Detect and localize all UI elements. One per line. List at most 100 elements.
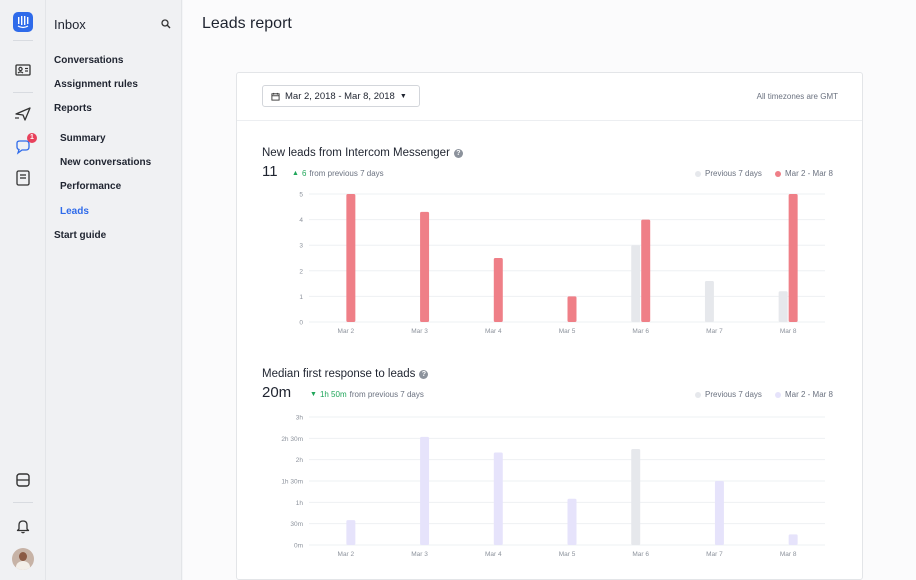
bar-current	[567, 296, 577, 322]
messages-icon[interactable]: 1	[13, 133, 37, 157]
x-tick-label: Mar 3	[411, 328, 428, 335]
y-tick-label: 2h	[296, 457, 304, 464]
bar-previous	[631, 449, 641, 545]
report-card-header: Mar 2, 2018 - Mar 8, 2018 ▼ All timezone…	[237, 73, 862, 121]
bar-current	[567, 498, 577, 545]
response-delta: ▼ 1h 50m from previous 7 days	[310, 390, 424, 399]
sidebar-title: Inbox	[54, 17, 86, 32]
bar-previous	[778, 291, 788, 322]
x-tick-label: Mar 3	[411, 551, 428, 558]
y-tick-label: 1h 30m	[281, 479, 303, 486]
x-tick-label: Mar 6	[632, 328, 649, 335]
y-tick-label: 1	[299, 294, 303, 301]
calendar-icon	[271, 92, 280, 101]
rail-divider	[13, 40, 33, 41]
response-chart-title: Median first response to leads ?	[262, 368, 429, 380]
bar-current	[346, 520, 356, 545]
x-tick-label: Mar 6	[632, 551, 649, 558]
apps-icon[interactable]	[13, 470, 33, 490]
x-tick-label: Mar 5	[559, 328, 576, 335]
x-tick-label: Mar 7	[706, 328, 723, 335]
legend-dot-previous	[695, 170, 701, 177]
bar-current	[493, 258, 503, 322]
page-title: Leads report	[202, 15, 292, 32]
bar-current	[420, 211, 430, 322]
leads-chart-title-text: New leads from Intercom Messenger	[262, 147, 450, 159]
legend-previous: Previous 7 days	[695, 169, 762, 178]
bar-previous	[631, 245, 641, 322]
main-content: Leads report Mar 2, 2018 - Mar 8, 2018 ▼…	[183, 0, 916, 580]
x-tick-label: Mar 2	[338, 551, 355, 558]
x-tick-label: Mar 8	[780, 328, 797, 335]
y-tick-label: 3h	[296, 415, 304, 422]
leads-chart-title: New leads from Intercom Messenger ?	[262, 147, 463, 159]
timezone-note: All timezones are GMT	[756, 92, 838, 101]
sidebar-item-start-guide[interactable]: Start guide	[54, 230, 107, 241]
x-tick-label: Mar 4	[485, 328, 502, 335]
y-tick-label: 0m	[294, 543, 303, 550]
chevron-down-icon: ▼	[399, 92, 407, 100]
y-tick-label: 2	[299, 268, 303, 275]
help-icon[interactable]: ?	[419, 369, 429, 379]
messages-badge: 1	[27, 133, 37, 143]
sidebar-item-performance[interactable]: Performance	[60, 181, 122, 192]
sidebar-item-summary[interactable]: Summary	[60, 133, 106, 144]
bar-current	[714, 481, 724, 545]
bar-current	[493, 452, 503, 545]
leads-delta-text: from previous 7 days	[309, 169, 384, 178]
icon-rail: 1	[0, 0, 46, 580]
legend-previous-label: Previous 7 days	[705, 390, 762, 399]
inbox-sidebar: Inbox Conversations Assignment rules Rep…	[46, 0, 182, 580]
y-tick-label: 1h	[296, 500, 304, 507]
arrow-up-icon: ▲	[292, 170, 299, 177]
x-tick-label: Mar 2	[338, 328, 355, 335]
arrow-down-icon: ▼	[310, 391, 317, 398]
leads-delta-value: 6	[301, 169, 307, 178]
sidebar-item-leads[interactable]: Leads	[60, 206, 89, 217]
x-tick-label: Mar 5	[559, 551, 576, 558]
legend-dot-current	[775, 391, 781, 398]
report-card: Mar 2, 2018 - Mar 8, 2018 ▼ All timezone…	[236, 72, 863, 580]
avatar-body	[16, 561, 30, 570]
bar-current	[788, 534, 798, 545]
legend-dot-previous	[695, 391, 701, 398]
contacts-icon[interactable]	[13, 60, 33, 80]
sidebar-item-new-conversations[interactable]: New conversations	[60, 157, 152, 168]
bar-current	[420, 436, 430, 545]
date-range-label: Mar 2, 2018 - Mar 8, 2018	[285, 90, 395, 102]
notifications-icon[interactable]	[13, 516, 33, 536]
y-tick-label: 4	[299, 217, 303, 224]
avatar-head	[19, 552, 27, 561]
help-icon[interactable]: ?	[453, 148, 463, 158]
x-tick-label: Mar 7	[706, 551, 723, 558]
legend-current: Mar 2 - Mar 8	[775, 390, 833, 399]
x-tick-label: Mar 4	[485, 551, 502, 558]
response-delta-value: 1h 50m	[319, 390, 347, 399]
response-bar-chart: 0m 30m 1h 1h 30m 2h 2h 30m 3h Mar 2 Mar 3 Mar 4 Ma…	[281, 415, 825, 558]
legend-current: Mar 2 - Mar 8	[775, 169, 833, 178]
x-tick-label: Mar 8	[780, 551, 797, 558]
articles-icon[interactable]	[13, 168, 33, 188]
sidebar-item-conversations[interactable]: Conversations	[54, 55, 124, 66]
response-chart-title-text: Median first response to leads	[262, 368, 416, 380]
sidebar-item-assignment-rules[interactable]: Assignment rules	[54, 79, 138, 90]
bar-previous	[704, 281, 714, 322]
legend-dot-current	[775, 170, 781, 177]
bar-current	[346, 194, 356, 322]
y-tick-label: 5	[299, 192, 303, 199]
avatar[interactable]	[12, 548, 34, 570]
intercom-logo-icon[interactable]	[13, 12, 33, 32]
y-tick-label: 0	[299, 320, 303, 327]
legend-previous-label: Previous 7 days	[705, 169, 762, 178]
search-icon[interactable]	[160, 18, 172, 30]
date-range-picker[interactable]: Mar 2, 2018 - Mar 8, 2018 ▼	[262, 85, 420, 107]
outbound-icon[interactable]	[13, 104, 33, 124]
legend-current-label: Mar 2 - Mar 8	[785, 390, 834, 399]
y-tick-label: 2h 30m	[281, 436, 303, 443]
bar-current	[788, 194, 798, 322]
leads-total-value: 11	[262, 163, 278, 180]
legend-previous: Previous 7 days	[695, 390, 762, 399]
leads-delta: ▲ 6 from previous 7 days	[292, 169, 384, 178]
sidebar-item-reports[interactable]: Reports	[54, 103, 92, 114]
